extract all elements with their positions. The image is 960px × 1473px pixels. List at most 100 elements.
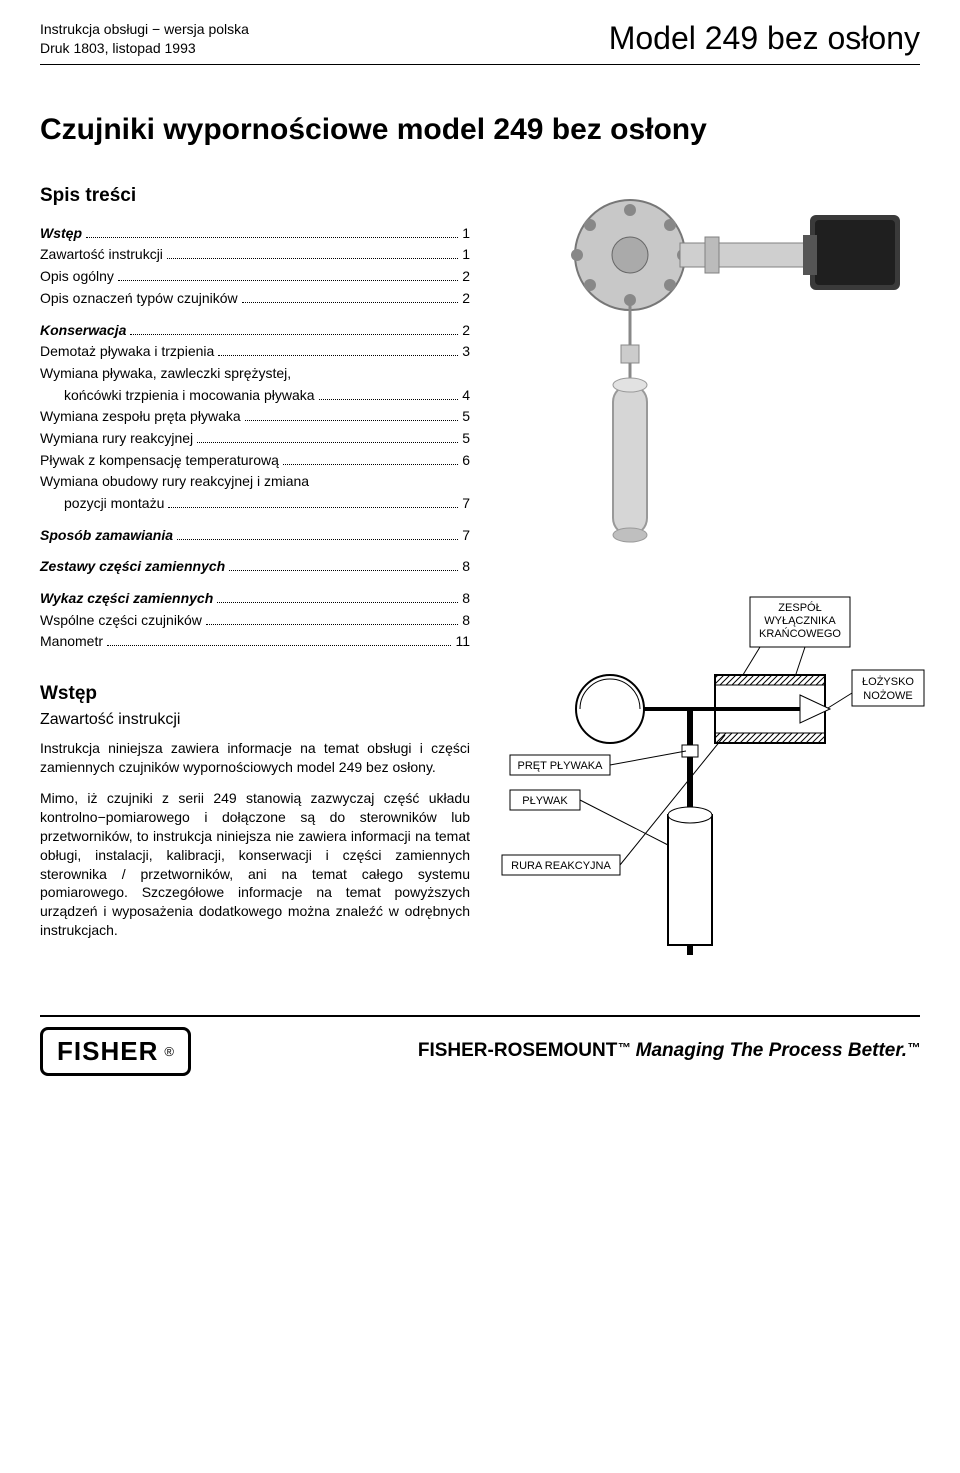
toc-line: Zawartość instrukcji 1 [40,244,470,266]
main-columns: Spis treści Wstęp1Zawartość instrukcji1O… [40,185,920,975]
toc-page: 8 [462,556,470,578]
toc-page: 6 [462,450,470,472]
toc-dots [245,420,459,421]
toc-label: Opis oznaczeń typów czujników [40,288,238,310]
diagram-label-wylacznika: WYŁĄCZNIKA [764,615,836,627]
toc-heading: Spis treści [40,185,470,207]
toc-page: 3 [462,341,470,363]
toc-dots [283,464,458,465]
toc-section: Sposób zamawiania 7 [40,525,470,547]
page-title: Czujniki wypornościowe model 249 bez osł… [40,113,920,147]
toc-page: 11 [455,631,470,653]
toc-line: Konserwacja 2 [40,320,470,342]
toc-dots [118,280,458,281]
diagram-label-nozowe: NOŻOWE [863,689,913,702]
toc-label: Konserwacja [40,320,126,342]
toc-label: Wymiana pływaka, zawleczki sprężystej, [40,363,291,385]
column-left: Spis treści Wstęp1Zawartość instrukcji1O… [40,185,470,975]
column-right: ZESPÓŁ WYŁĄCZNIKA KRAŃCOWEGO ŁOŻYSKO NOŻ… [500,185,930,975]
header-line1: Instrukcja obsługi − wersja polska [40,20,249,39]
toc-label: Wymiana obudowy rury reakcyjnej i zmiana [40,471,309,493]
diagram-label-pret: PRĘT PŁYWAKA [518,760,604,772]
footer-slogan: Managing The Process Better. [636,1040,907,1061]
toc-page: 8 [462,610,470,632]
toc-dots [86,237,458,238]
toc-dots [229,570,458,571]
toc-line: Wymiana pływaka, zawleczki sprężystej, [40,363,470,385]
toc-label: Sposób zamawiania [40,525,173,547]
diagram-label-krancowego: KRAŃCOWEGO [759,627,841,640]
toc-body: Wstęp1Zawartość instrukcji1Opis ogólny2O… [40,223,470,653]
toc-section: Wstęp1Zawartość instrukcji1Opis ogólny2O… [40,223,470,310]
toc-label: Opis ogólny [40,266,114,288]
toc-page: 7 [462,493,470,515]
header-model: Model 249 bez osłony [609,20,920,57]
header-rule [40,64,920,65]
toc-line: Opis oznaczeń typów czujników 2 [40,288,470,310]
toc-page: 2 [462,320,470,342]
toc-label: Manometr [40,631,103,653]
toc-line: Demotaż pływaka i trzpienia 3 [40,341,470,363]
footer-tagline: FISHER-ROSEMOUNT™ Managing The Process B… [418,1040,920,1062]
fisher-logo: FISHER ® [40,1027,191,1076]
diagram-label-rura: RURA REAKCYJNA [511,860,611,872]
diagram-label-zespol: ZESPÓŁ [778,601,821,614]
toc-page: 4 [462,385,470,407]
toc-page: 1 [462,223,470,245]
toc-line: końcówki trzpienia i mocowania pływaka 4 [40,385,470,407]
toc-dots [218,355,458,356]
tm-icon-2: ™ [907,1040,920,1055]
toc-label: pozycji montażu [40,493,164,515]
toc-line: pozycji montażu 7 [40,493,470,515]
toc-dots [130,334,458,335]
toc-line: Sposób zamawiania 7 [40,525,470,547]
toc-dots [177,539,458,540]
diagram-label-lozysko: ŁOŻYSKO [862,675,914,688]
toc-line: Pływak z kompensację temperaturową 6 [40,450,470,472]
footer-brand: FISHER-ROSEMOUNT [418,1040,618,1061]
toc-label: końcówki trzpienia i mocowania pływaka [40,385,315,407]
figure-diagram: ZESPÓŁ WYŁĄCZNIKA KRAŃCOWEGO ŁOŻYSKO NOŻ… [500,575,930,975]
toc-dots [168,507,458,508]
intro-subheading: Zawartość instrukcji [40,711,470,729]
toc-section: Konserwacja 2 Demotaż pływaka i trzpienia 3… [40,320,470,515]
toc-label: Pływak z kompensację temperaturową [40,450,279,472]
toc-line: Wstęp 1 [40,223,470,245]
toc-label: Wstęp [40,223,82,245]
toc-line: Wymiana rury reakcyjnej 5 [40,428,470,450]
intro-heading: Wstęp [40,683,470,705]
diagram-label-plywak: PŁYWAK [522,795,568,807]
intro-para-2: Mimo, iż czujniki z serii 249 stanowią z… [40,789,470,940]
toc-line: Wspólne części czujników 8 [40,610,470,632]
toc-label: Wymiana zespołu pręta pływaka [40,406,241,428]
toc-page: 5 [462,428,470,450]
toc-line: Manometr 11 [40,631,470,653]
toc-page: 5 [462,406,470,428]
toc-dots [167,258,458,259]
toc-label: Wymiana rury reakcyjnej [40,428,193,450]
toc-label: Wspólne części czujników [40,610,202,632]
toc-label: Wykaz części zamiennych [40,588,213,610]
toc-dots [107,645,451,646]
toc-dots [206,624,458,625]
toc-section: Wykaz części zamiennych8Wspólne części c… [40,588,470,653]
toc-page: 7 [462,525,470,547]
toc-line: Wymiana obudowy rury reakcyjnej i zmiana [40,471,470,493]
toc-page: 1 [462,244,470,266]
toc-dots [319,399,459,400]
toc-section: Zestawy części zamiennych 8 [40,556,470,578]
intro-para-1: Instrukcja niniejsza zawiera informacje … [40,739,470,777]
tm-icon: ™ [617,1040,630,1055]
toc-line: Opis ogólny 2 [40,266,470,288]
toc-dots [197,442,458,443]
toc-dots [242,302,459,303]
toc-page: 2 [462,266,470,288]
toc-page: 2 [462,288,470,310]
toc-line: Wykaz części zamiennych8 [40,588,470,610]
header-line2: Druk 1803, listopad 1993 [40,39,249,58]
toc-label: Zawartość instrukcji [40,244,163,266]
toc-label: Demotaż pływaka i trzpienia [40,341,214,363]
toc-dots [217,602,458,603]
document-header: Instrukcja obsługi − wersja polska Druk … [40,20,920,58]
toc-label: Zestawy części zamiennych [40,556,225,578]
